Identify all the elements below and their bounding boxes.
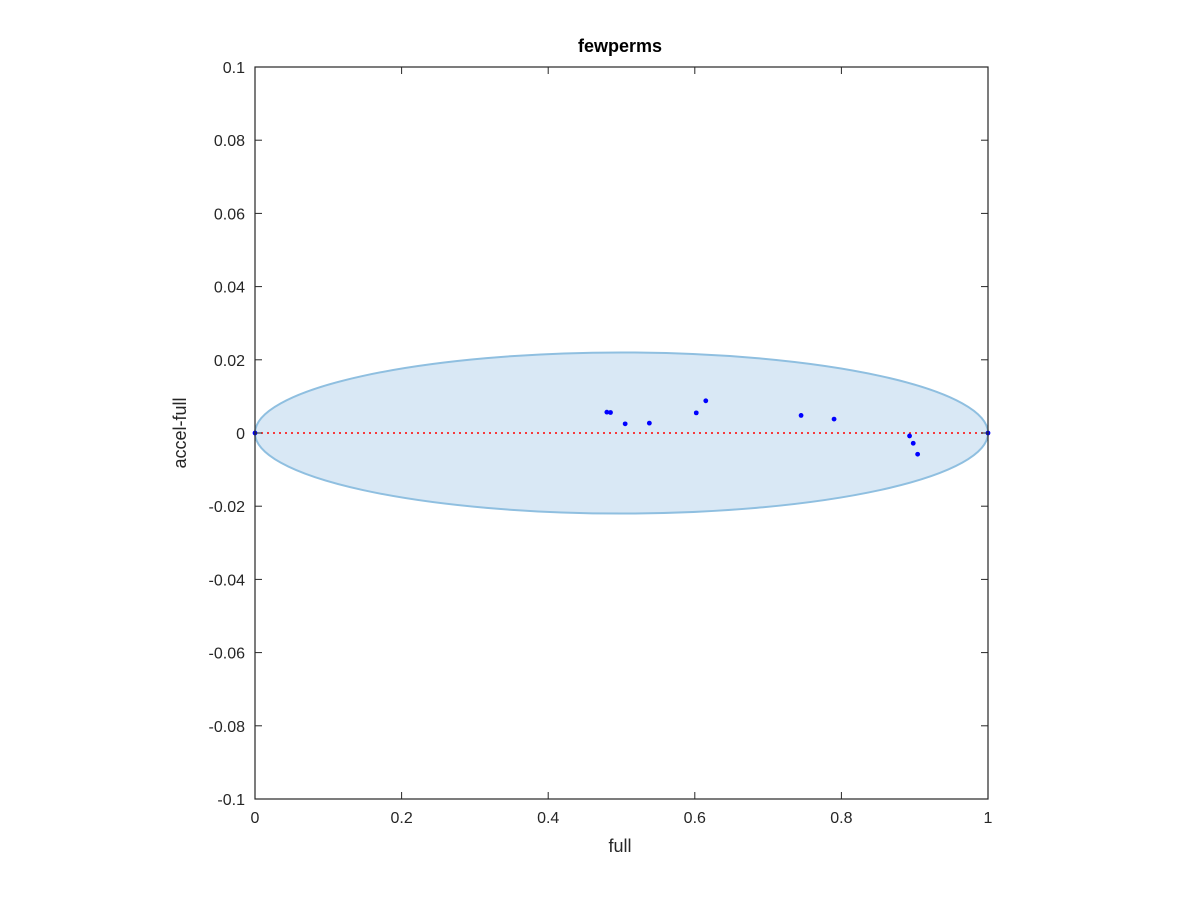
y-tick-label: 0.06 (214, 206, 245, 223)
x-tick-label: 0.2 (390, 810, 412, 827)
x-tick-label: 0 (251, 810, 260, 827)
y-tick-label: -0.08 (209, 719, 246, 736)
data-point (910, 440, 916, 446)
data-point (604, 409, 610, 415)
data-point (798, 413, 804, 418)
y-axis-label: accel-full (170, 397, 190, 468)
data-point (907, 433, 912, 439)
y-tick-label: 0 (236, 426, 245, 443)
y-tick-label: 0.02 (214, 353, 245, 370)
data-point (693, 410, 699, 416)
data-point (915, 451, 921, 457)
y-tick-label: -0.04 (209, 572, 246, 589)
y-tick-label: -0.02 (209, 499, 246, 516)
data-point (608, 410, 613, 415)
y-tick-label: 0.08 (214, 133, 245, 150)
chart-title: fewperms (578, 36, 662, 56)
x-tick-label: 0.6 (684, 810, 706, 827)
data-point (646, 420, 652, 426)
data-point (703, 398, 709, 404)
x-tick-label: 0.4 (537, 810, 559, 827)
y-tick-label: 0.1 (223, 60, 245, 77)
x-tick-label: 0.8 (830, 810, 852, 827)
y-tick-label: -0.1 (217, 792, 245, 809)
x-axis-label: full (608, 836, 631, 856)
data-point (831, 416, 837, 422)
data-point (622, 421, 628, 427)
y-tick-label: 0.04 (214, 280, 245, 297)
x-tick-label: 1 (984, 810, 993, 827)
y-tick-label: -0.06 (209, 646, 246, 663)
